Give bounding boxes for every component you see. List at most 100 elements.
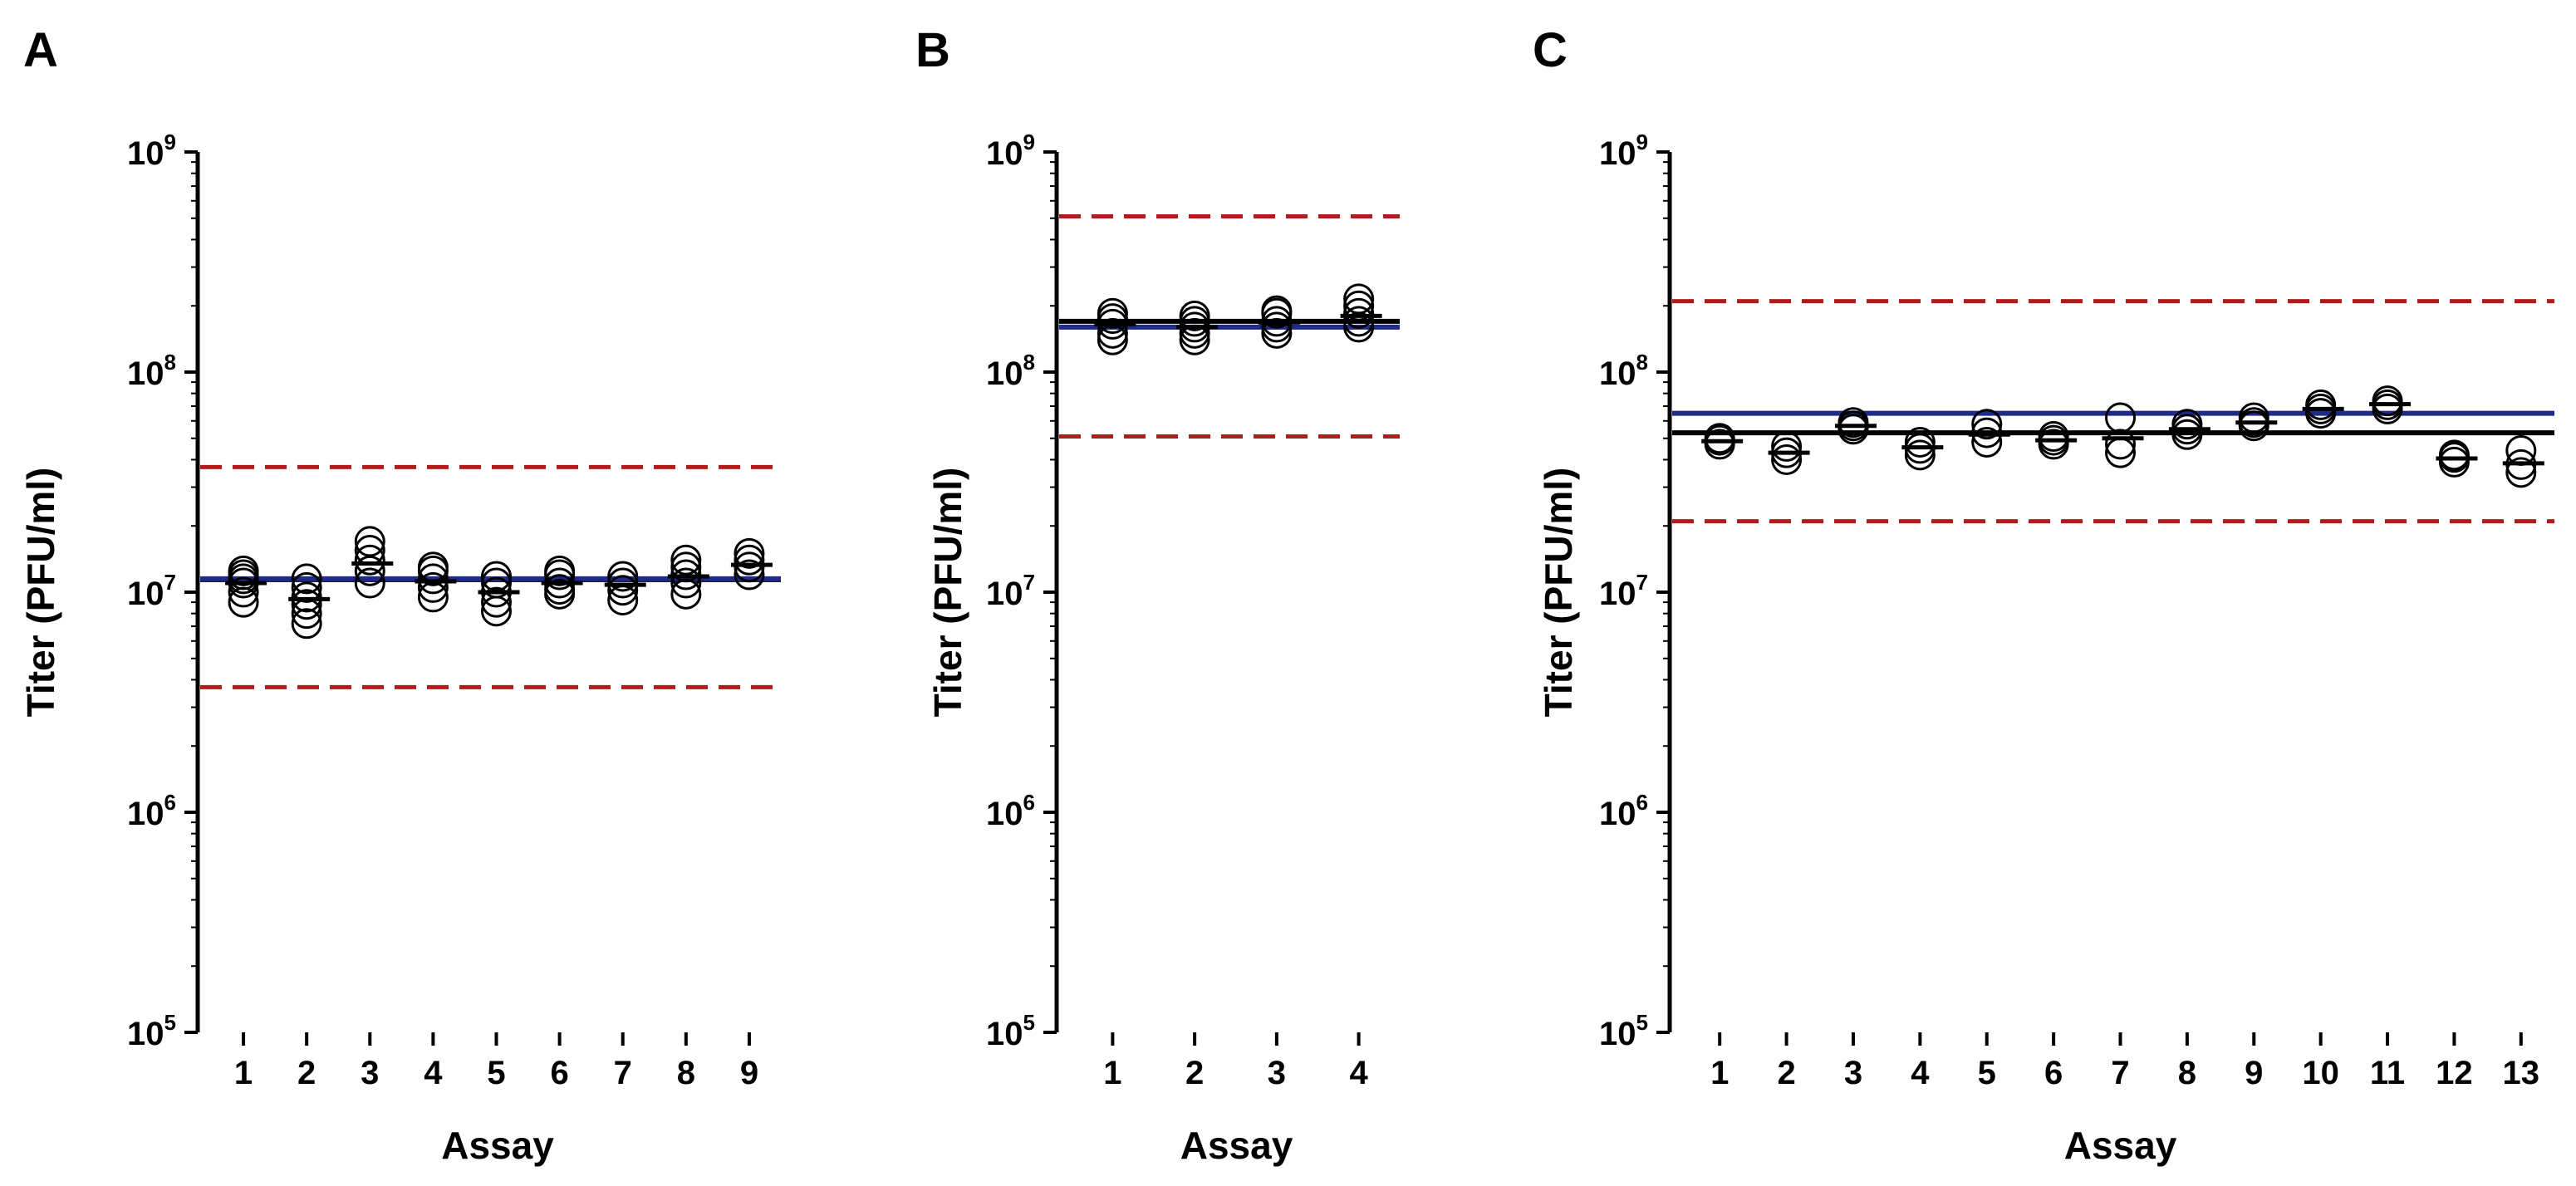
data-point bbox=[1343, 290, 1375, 321]
x-tick-label: 1 bbox=[1103, 1055, 1121, 1091]
x-tick-label: 5 bbox=[487, 1055, 505, 1091]
panel-a: A 105 106 107 108 109 Titer (PFU/ml) 1 2 3 4 5 6 7 8 9 A… bbox=[19, 23, 781, 1167]
data-point bbox=[1179, 300, 1210, 331]
y-tick-label: 109 bbox=[986, 130, 1035, 172]
data-point bbox=[354, 567, 385, 599]
data-point bbox=[1771, 444, 1803, 475]
y-tick-label: 108 bbox=[1599, 350, 1648, 392]
data-point bbox=[1261, 295, 1293, 326]
x-tick-label: 1 bbox=[1710, 1055, 1729, 1091]
data-point bbox=[670, 567, 702, 599]
data-point bbox=[1838, 407, 1869, 439]
panel-b: B 105 106 107 108 109 Titer (PFU/ml) 1 2 3 4 Assay bbox=[915, 23, 1400, 1167]
x-axis-title: Assay bbox=[2064, 1124, 2177, 1167]
y-axis-title: Titer (PFU/ml) bbox=[1537, 468, 1580, 718]
data-point bbox=[1971, 409, 2003, 440]
data-point bbox=[2505, 457, 2537, 488]
y-tick-label: 105 bbox=[986, 1010, 1035, 1052]
y-tick-label: 105 bbox=[1599, 1010, 1648, 1052]
x-axis-title: Assay bbox=[1180, 1124, 1293, 1167]
data-point bbox=[291, 589, 322, 620]
y-tick-label: 105 bbox=[127, 1010, 176, 1052]
x-tick-label: 6 bbox=[2044, 1055, 2063, 1091]
data-point bbox=[2372, 385, 2403, 417]
x-tick-label: 3 bbox=[361, 1055, 379, 1091]
y-tick-label: 108 bbox=[986, 350, 1035, 392]
x-tick-label: 6 bbox=[550, 1055, 568, 1091]
data-point bbox=[291, 571, 322, 603]
data-point bbox=[481, 567, 512, 599]
panel-label: B bbox=[915, 23, 950, 77]
data-point bbox=[1904, 426, 1936, 458]
data-point bbox=[1261, 317, 1293, 349]
data-point bbox=[1343, 306, 1375, 337]
y-axis-title: Titer (PFU/ml) bbox=[19, 468, 62, 718]
data-point bbox=[2305, 389, 2337, 420]
x-tick-label: 8 bbox=[2178, 1055, 2196, 1091]
data-point bbox=[2438, 439, 2470, 471]
data-point bbox=[354, 544, 385, 576]
y-tick-label: 106 bbox=[986, 790, 1035, 832]
y-tick-label: 107 bbox=[1599, 570, 1648, 612]
data-point bbox=[670, 544, 702, 576]
y-tick-label: 106 bbox=[1599, 790, 1648, 832]
x-axis-title: Assay bbox=[441, 1124, 554, 1167]
x-tick-label: 3 bbox=[1268, 1055, 1286, 1091]
x-tick-label: 3 bbox=[1844, 1055, 1862, 1091]
data-point bbox=[734, 537, 765, 569]
data-point bbox=[228, 576, 259, 608]
data-point bbox=[734, 544, 765, 576]
x-tick-label: 12 bbox=[2436, 1055, 2473, 1091]
x-tick-label: 10 bbox=[2302, 1055, 2339, 1091]
y-axis-title: Titer (PFU/ml) bbox=[926, 468, 969, 718]
x-tick-label: 4 bbox=[1911, 1055, 1930, 1091]
data-point bbox=[734, 559, 765, 591]
data-point bbox=[607, 561, 639, 592]
data-point bbox=[291, 563, 322, 595]
x-tick-label: 4 bbox=[424, 1055, 443, 1091]
x-tick-label: 8 bbox=[677, 1055, 695, 1091]
data-point bbox=[2105, 402, 2136, 434]
data-point bbox=[734, 551, 765, 583]
data-point bbox=[1904, 439, 1936, 471]
data-point bbox=[354, 526, 385, 557]
data-point bbox=[1179, 317, 1210, 349]
x-tick-label: 2 bbox=[1777, 1055, 1795, 1091]
x-tick-label: 7 bbox=[614, 1055, 632, 1091]
data-point bbox=[1971, 426, 2003, 458]
x-tick-label: 4 bbox=[1350, 1055, 1369, 1091]
data-point bbox=[417, 563, 449, 595]
y-tick-label: 107 bbox=[986, 570, 1035, 612]
x-tick-label: 11 bbox=[2370, 1055, 2405, 1091]
panel-label: C bbox=[1533, 23, 1568, 77]
x-tick-label: 13 bbox=[2503, 1055, 2540, 1091]
data-point bbox=[1343, 283, 1375, 315]
data-point bbox=[1771, 430, 1803, 462]
data-point bbox=[481, 586, 512, 618]
data-point bbox=[1097, 297, 1128, 329]
x-tick-label: 5 bbox=[1978, 1055, 1996, 1091]
y-tick-label: 107 bbox=[127, 570, 176, 612]
y-tick-label: 106 bbox=[127, 790, 176, 832]
y-tick-label: 109 bbox=[1599, 130, 1648, 172]
y-tick-label: 108 bbox=[127, 350, 176, 392]
x-tick-label: 1 bbox=[234, 1055, 253, 1091]
x-tick-label: 9 bbox=[2245, 1055, 2263, 1091]
data-point bbox=[544, 574, 576, 605]
data-point bbox=[1704, 423, 1735, 454]
data-point bbox=[1097, 317, 1128, 349]
data-point bbox=[2105, 429, 2136, 460]
x-tick-label: 2 bbox=[1185, 1055, 1204, 1091]
x-tick-label: 9 bbox=[740, 1055, 758, 1091]
data-point bbox=[417, 571, 449, 603]
x-tick-label: 7 bbox=[2111, 1055, 2129, 1091]
data-point bbox=[2238, 402, 2269, 434]
panel-label: A bbox=[23, 23, 58, 77]
data-point bbox=[2171, 409, 2203, 440]
x-tick-label: 2 bbox=[297, 1055, 316, 1091]
data-point bbox=[2038, 420, 2069, 452]
data-point bbox=[607, 575, 639, 606]
data-point bbox=[291, 608, 322, 640]
